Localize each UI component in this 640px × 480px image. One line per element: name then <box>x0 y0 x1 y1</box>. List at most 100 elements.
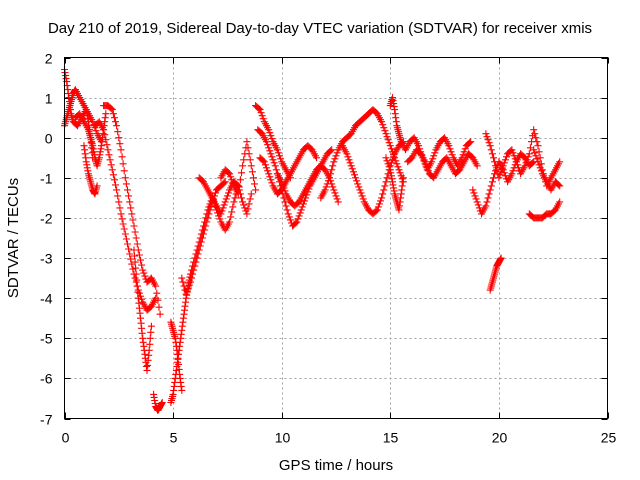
data-point <box>118 215 126 223</box>
data-point <box>172 370 180 378</box>
data-point <box>533 138 541 146</box>
data-point <box>116 140 124 148</box>
data-point <box>147 328 155 336</box>
data-point <box>485 139 493 147</box>
data-point <box>139 266 147 274</box>
data-point <box>474 201 482 209</box>
data-point <box>261 161 269 169</box>
data-point <box>135 289 143 297</box>
data-point <box>500 169 508 177</box>
data-point <box>351 171 358 179</box>
data-point <box>182 290 190 298</box>
data-point <box>188 266 196 274</box>
x-tick-label-1: 5 <box>170 430 178 446</box>
data-point <box>126 250 134 258</box>
data-point <box>203 210 211 218</box>
data-point <box>510 152 518 160</box>
data-point <box>280 184 288 192</box>
series-arc-21 <box>382 154 407 214</box>
data-point <box>248 168 256 176</box>
data-point <box>109 171 117 179</box>
data-point <box>332 192 340 200</box>
data-point <box>145 346 153 354</box>
data-point <box>268 153 276 161</box>
data-point <box>356 186 364 194</box>
data-point <box>109 110 117 118</box>
data-point <box>524 153 532 161</box>
x-tick-label-3: 15 <box>383 430 399 446</box>
data-point <box>487 146 495 154</box>
data-point <box>96 148 104 156</box>
data-point <box>330 186 338 194</box>
data-point <box>153 289 161 297</box>
data-point <box>188 274 196 282</box>
data-point <box>276 152 283 160</box>
data-point <box>220 179 228 187</box>
data-point <box>499 162 507 170</box>
y-tick-label-7: -5 <box>40 331 53 347</box>
data-point <box>268 179 276 187</box>
data-point <box>178 274 186 282</box>
data-point <box>373 206 381 214</box>
data-point <box>326 174 333 182</box>
data-point <box>496 171 504 179</box>
data-point <box>278 178 286 186</box>
y-tick-label-6: -4 <box>40 291 53 307</box>
data-point <box>301 197 308 205</box>
data-point <box>246 195 254 203</box>
data-point <box>384 136 392 144</box>
data-point <box>472 195 480 203</box>
data-point <box>525 150 533 158</box>
data-point <box>263 138 270 146</box>
data-point <box>497 168 505 176</box>
series-arc-28 <box>530 146 564 194</box>
data-point <box>396 169 404 177</box>
data-point <box>271 162 279 170</box>
data-point <box>215 212 223 220</box>
data-point <box>238 169 245 177</box>
data-point <box>448 151 456 159</box>
data-point <box>378 194 386 202</box>
data-point <box>482 202 490 210</box>
data-point <box>117 210 125 218</box>
data-point <box>422 161 430 169</box>
data-point <box>155 303 163 311</box>
data-point <box>219 204 227 212</box>
data-point <box>107 161 115 169</box>
data-point <box>252 186 260 194</box>
data-point <box>185 281 193 289</box>
series-arc-26 <box>482 126 564 190</box>
data-point <box>238 194 245 202</box>
data-point <box>62 75 70 83</box>
data-point <box>389 156 396 164</box>
data-point <box>176 342 184 350</box>
data-point <box>483 198 491 206</box>
data-point <box>243 210 251 218</box>
data-point <box>201 218 209 226</box>
data-point <box>223 192 231 200</box>
x-tick-label-2: 10 <box>275 430 291 446</box>
data-point <box>202 214 210 222</box>
data-point <box>488 178 496 186</box>
series-arc-8 <box>150 390 166 414</box>
series-arc-14 <box>217 138 260 198</box>
data-point <box>265 170 273 178</box>
data-point <box>120 167 128 175</box>
data-point <box>101 114 109 122</box>
data-point <box>210 200 218 208</box>
series-arc-13 <box>195 174 242 234</box>
y-tick-label-3: -1 <box>40 171 53 187</box>
data-point <box>380 186 388 194</box>
data-point <box>330 158 338 166</box>
data-point <box>333 149 341 157</box>
data-point <box>104 146 112 154</box>
data-point <box>535 148 543 156</box>
data-point <box>391 106 399 114</box>
data-point <box>529 159 537 167</box>
data-point <box>313 154 320 162</box>
data-point <box>485 190 493 198</box>
data-point <box>348 165 356 173</box>
data-point <box>197 230 205 238</box>
data-point <box>81 150 89 158</box>
data-point <box>556 182 564 190</box>
